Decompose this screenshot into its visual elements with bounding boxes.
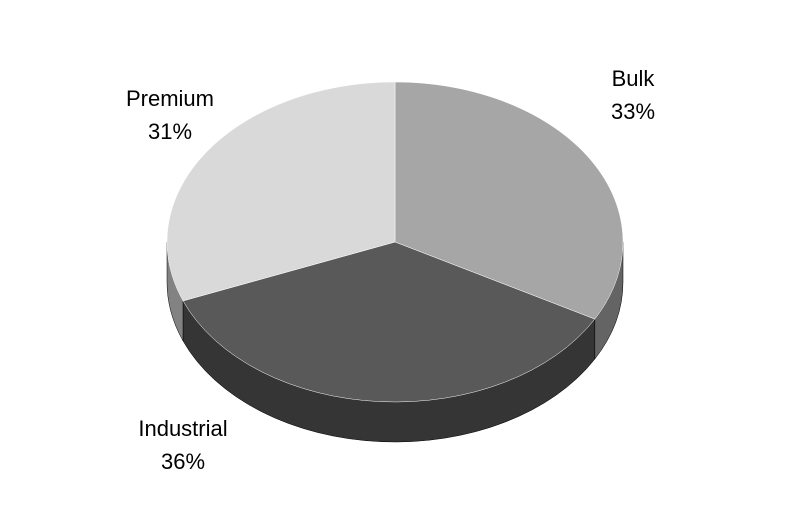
- pie-slice: [166, 81, 396, 302]
- pie-slice: [394, 81, 624, 320]
- slice-value-label: 31%: [148, 119, 192, 144]
- slice-value-label: 36%: [161, 449, 205, 474]
- slice-label: Bulk: [612, 66, 656, 91]
- pie-slice: [182, 241, 596, 403]
- slice-value-label: 33%: [611, 99, 655, 124]
- slice-label: Industrial: [138, 416, 227, 441]
- slice-label: Premium: [126, 86, 214, 111]
